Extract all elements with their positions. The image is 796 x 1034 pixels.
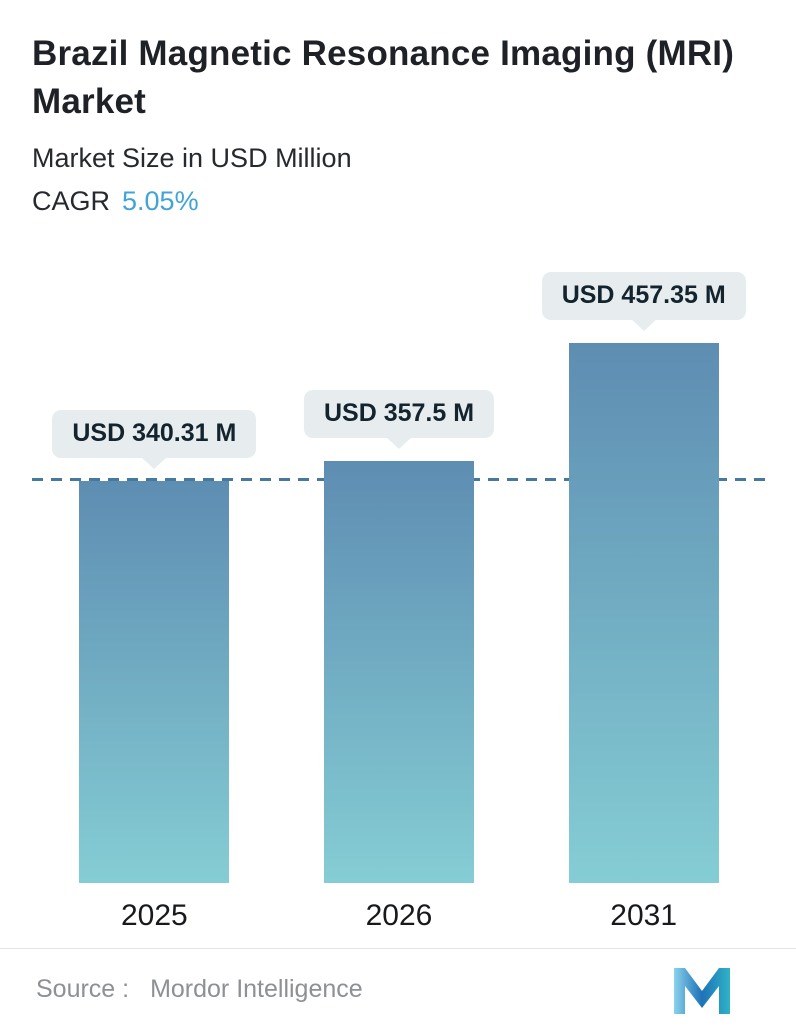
- x-axis-label: 2031: [610, 898, 678, 932]
- bar-column: USD 357.5 M: [277, 275, 522, 883]
- cagr-value: 5.05%: [122, 185, 199, 216]
- bar: [324, 460, 474, 883]
- value-badge-wrap: USD 457.35 M: [541, 271, 746, 331]
- source-value: Mordor Intelligence: [150, 975, 363, 1003]
- bar: [79, 480, 230, 883]
- bar: [568, 342, 719, 883]
- page-title: Brazil Magnetic Resonance Imaging (MRI) …: [32, 34, 735, 122]
- value-badge: USD 357.5 M: [303, 389, 495, 438]
- value-badge: USD 457.35 M: [541, 271, 746, 320]
- bar-chart: USD 340.31 M USD 357.5 M USD 457.35 M: [32, 271, 766, 883]
- bar-column: USD 340.31 M: [32, 275, 277, 883]
- value-badge: USD 340.31 M: [52, 409, 257, 458]
- mordor-intelligence-logo: [668, 964, 736, 1016]
- source-text: Source : Mordor Intelligence: [36, 975, 363, 1004]
- chart-subtitle: Market Size in USD Million: [32, 142, 352, 173]
- value-badge-wrap: USD 340.31 M: [52, 409, 257, 469]
- x-axis-label: 2025: [120, 898, 188, 932]
- badge-pointer-icon: [630, 318, 657, 331]
- bar-column: USD 457.35 M: [521, 271, 766, 883]
- content: Brazil Magnetic Resonance Imaging (MRI) …: [32, 34, 766, 933]
- plot-area: USD 340.31 M USD 357.5 M USD 457.35 M: [32, 271, 766, 883]
- x-axis-labels: 2025 2026 2031: [32, 899, 766, 933]
- cagr-row: CAGR 5.05%: [32, 186, 766, 217]
- badge-pointer-icon: [141, 456, 168, 469]
- badge-pointer-icon: [386, 436, 412, 449]
- x-axis-label: 2026: [365, 898, 433, 932]
- footer: Source : Mordor Intelligence: [0, 948, 796, 1034]
- value-badge-wrap: USD 357.5 M: [303, 389, 495, 449]
- cagr-label: CAGR: [32, 185, 111, 216]
- source-label: Source :: [36, 975, 130, 1003]
